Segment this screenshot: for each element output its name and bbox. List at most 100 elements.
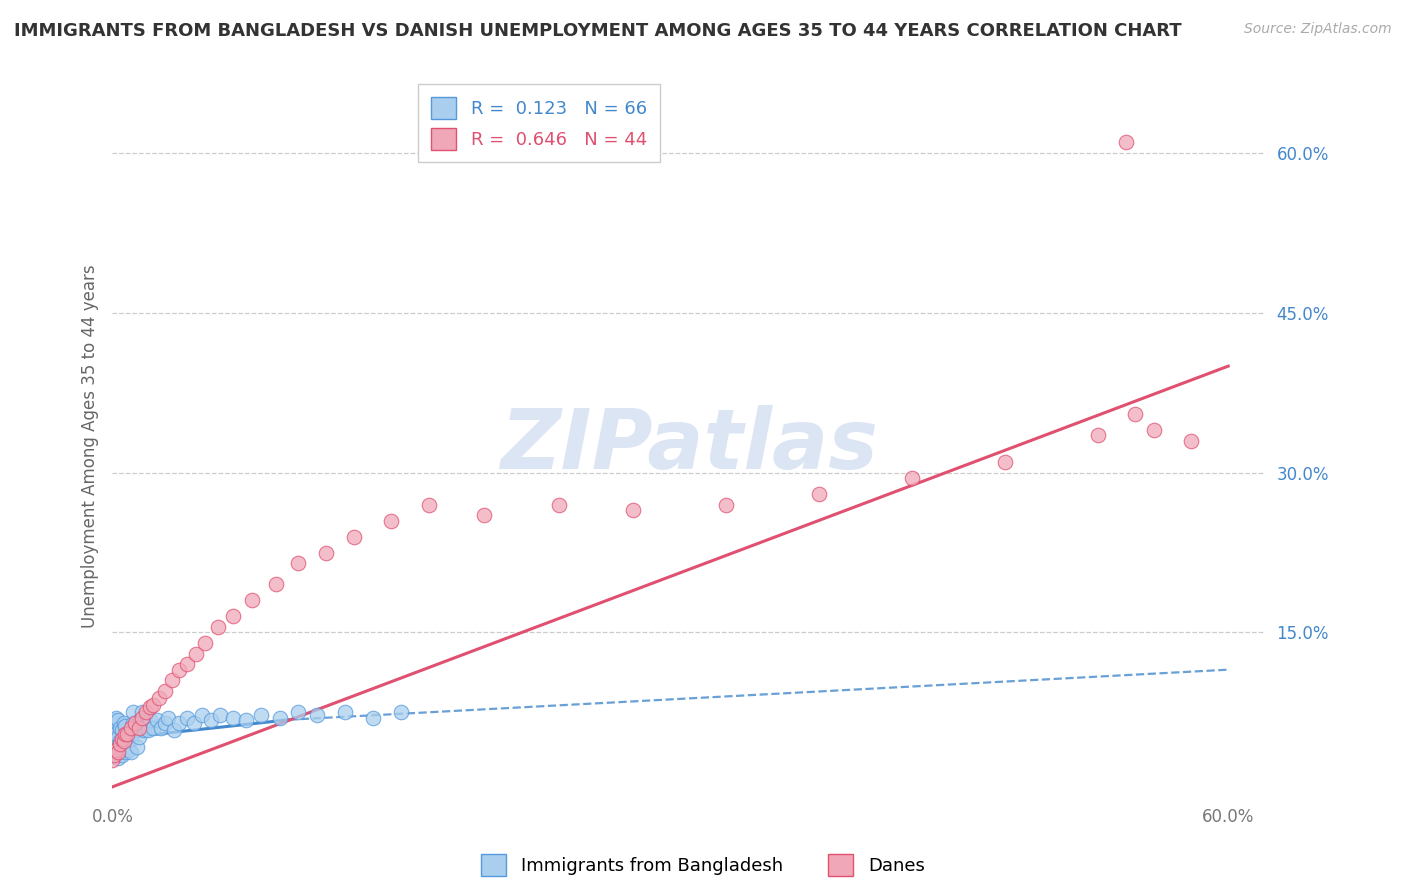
Point: [132, 723, 155, 738]
Point: [114, 726, 136, 740]
Point: [105, 742, 128, 756]
Point: [107, 740, 129, 755]
Point: [1115, 136, 1137, 150]
Point: [1123, 407, 1146, 421]
Point: [120, 721, 142, 735]
Point: [114, 745, 136, 759]
Point: [176, 657, 198, 672]
Point: [105, 747, 128, 762]
Point: [194, 636, 217, 650]
Legend: R =  0.123   N = 66, R =  0.646   N = 44: R = 0.123 N = 66, R = 0.646 N = 44: [419, 84, 659, 162]
Point: [105, 737, 128, 751]
Point: [101, 726, 124, 740]
Point: [190, 708, 212, 723]
Point: [128, 730, 150, 744]
Point: [287, 706, 309, 720]
Point: [994, 455, 1017, 469]
Point: [117, 740, 139, 755]
Legend: Immigrants from Bangladesh, Danes: Immigrants from Bangladesh, Danes: [474, 847, 932, 883]
Point: [124, 721, 146, 735]
Point: [101, 715, 124, 730]
Point: [108, 737, 131, 751]
Point: [389, 706, 412, 720]
Point: [250, 708, 273, 723]
Point: [108, 745, 131, 759]
Point: [207, 620, 229, 634]
Point: [1143, 423, 1166, 437]
Point: [1180, 434, 1202, 448]
Point: [107, 745, 129, 759]
Point: [103, 747, 125, 762]
Point: [209, 708, 232, 723]
Text: ZIPatlas: ZIPatlas: [501, 406, 877, 486]
Point: [621, 503, 644, 517]
Point: [125, 723, 148, 738]
Point: [112, 734, 135, 748]
Point: [107, 751, 129, 765]
Point: [808, 487, 831, 501]
Point: [135, 706, 157, 720]
Point: [108, 721, 131, 735]
Point: [1087, 428, 1109, 442]
Point: [361, 710, 384, 724]
Point: [169, 715, 191, 730]
Point: [101, 753, 124, 767]
Point: [169, 663, 191, 677]
Point: [111, 737, 134, 751]
Point: [183, 715, 205, 730]
Point: [108, 734, 131, 748]
Point: [264, 577, 287, 591]
Point: [103, 713, 125, 727]
Point: [901, 471, 924, 485]
Point: [135, 715, 157, 730]
Point: [418, 498, 440, 512]
Point: [114, 719, 136, 733]
Point: [149, 721, 172, 735]
Point: [122, 706, 145, 720]
Point: [120, 745, 142, 759]
Point: [222, 710, 245, 724]
Point: [138, 713, 160, 727]
Point: [117, 726, 139, 740]
Point: [305, 708, 328, 723]
Point: [153, 684, 176, 698]
Point: [142, 698, 165, 712]
Point: [714, 498, 737, 512]
Point: [343, 529, 366, 543]
Point: [131, 710, 153, 724]
Point: [129, 713, 152, 727]
Point: [287, 556, 309, 570]
Point: [131, 706, 153, 720]
Point: [222, 609, 245, 624]
Point: [124, 715, 146, 730]
Point: [105, 726, 128, 740]
Point: [186, 647, 208, 661]
Point: [114, 734, 136, 748]
Point: [112, 715, 135, 730]
Point: [474, 508, 496, 523]
Point: [111, 747, 134, 762]
Point: [112, 742, 135, 756]
Point: [103, 723, 125, 738]
Point: [103, 734, 125, 748]
Point: [547, 498, 569, 512]
Point: [101, 742, 124, 756]
Point: [120, 731, 142, 746]
Point: [153, 715, 176, 730]
Point: [112, 731, 135, 746]
Point: [269, 710, 291, 724]
Point: [380, 514, 402, 528]
Point: [103, 745, 125, 759]
Point: [136, 723, 159, 738]
Y-axis label: Unemployment Among Ages 35 to 44 years: Unemployment Among Ages 35 to 44 years: [80, 264, 98, 628]
Point: [148, 691, 170, 706]
Point: [138, 700, 160, 714]
Point: [176, 710, 198, 724]
Point: [200, 713, 222, 727]
Point: [107, 713, 129, 727]
Point: [111, 723, 134, 738]
Point: [163, 723, 186, 738]
Point: [240, 593, 263, 607]
Point: [235, 713, 257, 727]
Point: [117, 726, 139, 740]
